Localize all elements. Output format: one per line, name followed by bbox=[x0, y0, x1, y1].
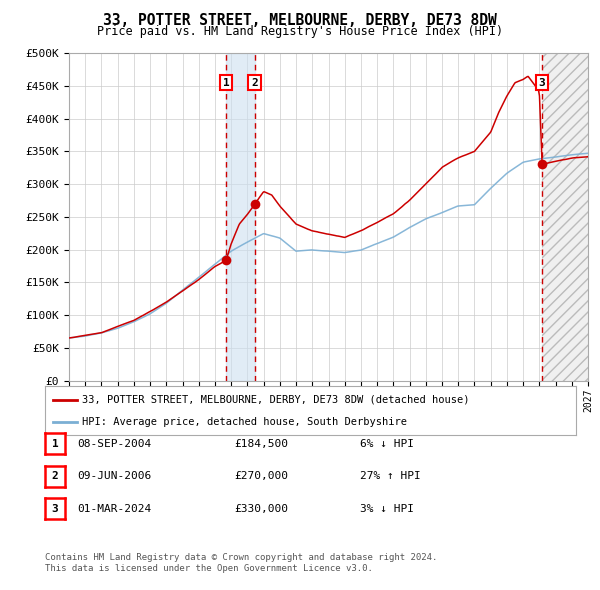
Text: 3: 3 bbox=[539, 77, 545, 87]
Text: 3% ↓ HPI: 3% ↓ HPI bbox=[360, 504, 414, 513]
Text: Contains HM Land Registry data © Crown copyright and database right 2024.: Contains HM Land Registry data © Crown c… bbox=[45, 553, 437, 562]
Text: 2: 2 bbox=[251, 77, 258, 87]
Text: 3: 3 bbox=[52, 504, 58, 513]
Text: 2: 2 bbox=[52, 471, 58, 481]
Bar bbox=[542, 53, 588, 381]
Text: This data is licensed under the Open Government Licence v3.0.: This data is licensed under the Open Gov… bbox=[45, 565, 373, 573]
Text: 09-JUN-2006: 09-JUN-2006 bbox=[77, 471, 151, 481]
Text: £330,000: £330,000 bbox=[234, 504, 288, 513]
Text: 08-SEP-2004: 08-SEP-2004 bbox=[77, 439, 151, 448]
Text: Price paid vs. HM Land Registry's House Price Index (HPI): Price paid vs. HM Land Registry's House … bbox=[97, 25, 503, 38]
Text: 27% ↑ HPI: 27% ↑ HPI bbox=[360, 471, 421, 481]
Text: 6% ↓ HPI: 6% ↓ HPI bbox=[360, 439, 414, 448]
Text: £184,500: £184,500 bbox=[234, 439, 288, 448]
Text: 33, POTTER STREET, MELBOURNE, DERBY, DE73 8DW: 33, POTTER STREET, MELBOURNE, DERBY, DE7… bbox=[103, 13, 497, 28]
Bar bbox=[226, 53, 254, 381]
Text: 01-MAR-2024: 01-MAR-2024 bbox=[77, 504, 151, 513]
Text: 33, POTTER STREET, MELBOURNE, DERBY, DE73 8DW (detached house): 33, POTTER STREET, MELBOURNE, DERBY, DE7… bbox=[82, 395, 470, 405]
Text: 1: 1 bbox=[52, 439, 58, 448]
Text: HPI: Average price, detached house, South Derbyshire: HPI: Average price, detached house, Sout… bbox=[82, 417, 407, 427]
Bar bbox=[542, 53, 588, 381]
Text: £270,000: £270,000 bbox=[234, 471, 288, 481]
Text: 1: 1 bbox=[223, 77, 230, 87]
